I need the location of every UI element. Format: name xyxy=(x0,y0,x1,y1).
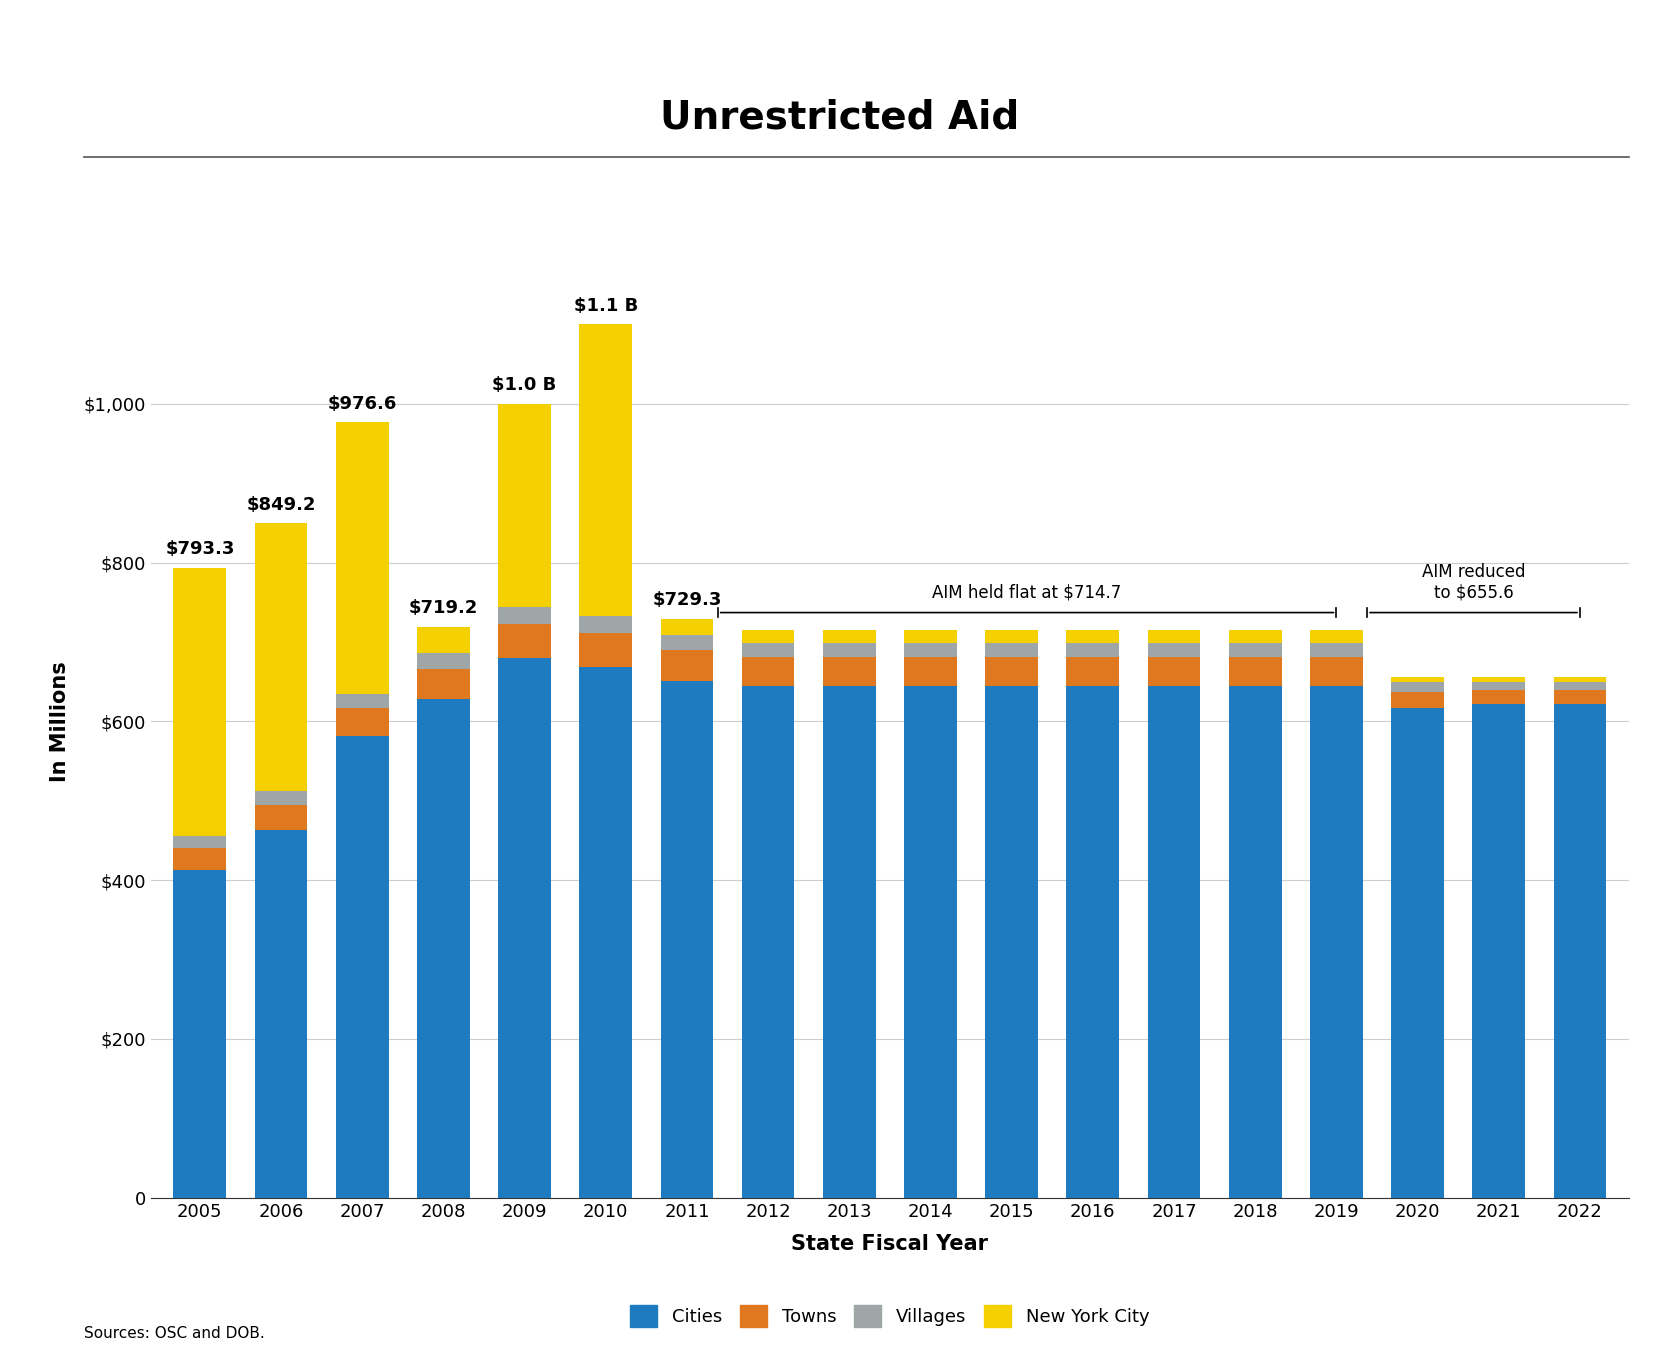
Text: $976.6: $976.6 xyxy=(327,395,396,412)
Bar xyxy=(336,708,388,735)
Bar xyxy=(1472,682,1525,690)
Bar xyxy=(1066,642,1120,657)
Text: $719.2: $719.2 xyxy=(408,599,479,617)
Text: $1.1 B: $1.1 B xyxy=(574,297,638,314)
Text: $729.3: $729.3 xyxy=(651,591,722,610)
Bar xyxy=(336,694,388,708)
Bar xyxy=(660,651,714,680)
Bar xyxy=(903,630,957,642)
Bar xyxy=(416,626,470,653)
X-axis label: State Fiscal Year: State Fiscal Year xyxy=(791,1234,989,1255)
Bar xyxy=(499,404,551,607)
Text: Sources: OSC and DOB.: Sources: OSC and DOB. xyxy=(84,1326,265,1341)
Bar xyxy=(1553,678,1607,682)
Bar xyxy=(1472,704,1525,1198)
Bar xyxy=(579,633,631,667)
Bar xyxy=(903,642,957,657)
Bar xyxy=(173,568,227,836)
Bar xyxy=(742,657,794,686)
Bar xyxy=(1392,708,1444,1198)
Bar xyxy=(1066,686,1120,1198)
Bar xyxy=(1148,686,1200,1198)
Text: $793.3: $793.3 xyxy=(165,540,235,558)
Bar xyxy=(1229,642,1281,657)
Bar xyxy=(499,657,551,1198)
Bar xyxy=(1148,630,1200,642)
Bar xyxy=(416,670,470,700)
Bar xyxy=(823,657,876,686)
Bar xyxy=(499,607,551,625)
Bar xyxy=(173,836,227,848)
Bar xyxy=(986,686,1038,1198)
Bar xyxy=(579,324,631,615)
Text: AIM held flat at $714.7: AIM held flat at $714.7 xyxy=(932,584,1122,602)
Text: $849.2: $849.2 xyxy=(247,495,316,514)
Text: AIM reduced
to $655.6: AIM reduced to $655.6 xyxy=(1422,562,1525,602)
Bar xyxy=(986,642,1038,657)
Bar xyxy=(1310,657,1363,686)
Bar xyxy=(173,870,227,1198)
Y-axis label: In Millions: In Millions xyxy=(50,661,71,781)
Bar xyxy=(660,680,714,1198)
Bar xyxy=(579,667,631,1198)
Bar xyxy=(1472,678,1525,682)
Bar xyxy=(255,524,307,791)
Bar xyxy=(499,625,551,657)
Bar xyxy=(1553,690,1607,704)
Bar xyxy=(1310,642,1363,657)
Bar xyxy=(416,700,470,1198)
Bar xyxy=(742,630,794,642)
Bar xyxy=(1229,686,1281,1198)
Bar xyxy=(1148,642,1200,657)
Bar xyxy=(336,422,388,694)
Bar xyxy=(416,653,470,668)
Bar xyxy=(1392,691,1444,708)
Bar xyxy=(823,686,876,1198)
Bar xyxy=(1066,657,1120,686)
Legend: Cities, Towns, Villages, New York City: Cities, Towns, Villages, New York City xyxy=(630,1305,1150,1327)
Bar xyxy=(742,642,794,657)
Bar xyxy=(1310,630,1363,642)
Bar xyxy=(986,657,1038,686)
Bar xyxy=(1229,657,1281,686)
Bar xyxy=(823,642,876,657)
Bar xyxy=(255,791,307,804)
Bar xyxy=(1392,678,1444,682)
Bar xyxy=(1148,657,1200,686)
Bar xyxy=(1392,682,1444,691)
Bar xyxy=(903,686,957,1198)
Text: Unrestricted Aid: Unrestricted Aid xyxy=(660,98,1019,136)
Bar xyxy=(986,630,1038,642)
Bar xyxy=(255,804,307,830)
Bar xyxy=(173,848,227,870)
Text: $1.0 B: $1.0 B xyxy=(492,376,557,395)
Bar xyxy=(1553,704,1607,1198)
Bar xyxy=(742,686,794,1198)
Bar xyxy=(660,619,714,634)
Bar xyxy=(1472,690,1525,704)
Bar xyxy=(903,657,957,686)
Bar xyxy=(255,830,307,1198)
Bar xyxy=(336,735,388,1198)
Bar xyxy=(823,630,876,642)
Bar xyxy=(579,615,631,633)
Bar xyxy=(1066,630,1120,642)
Bar xyxy=(1229,630,1281,642)
Bar xyxy=(1310,686,1363,1198)
Bar xyxy=(660,634,714,651)
Bar xyxy=(1553,682,1607,690)
